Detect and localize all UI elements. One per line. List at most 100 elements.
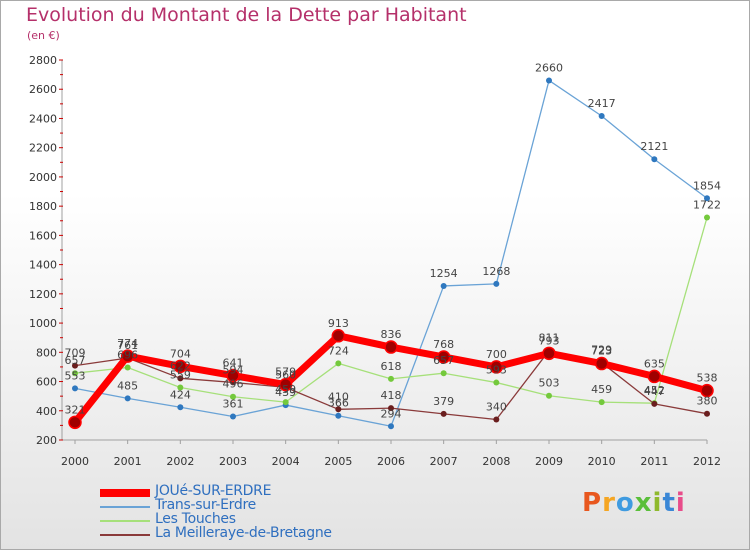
data-point bbox=[546, 392, 552, 399]
y-tick-label: 1800 bbox=[29, 200, 57, 213]
data-label: 594 bbox=[223, 363, 244, 376]
data-label: 321 bbox=[65, 403, 86, 416]
data-label: 635 bbox=[644, 357, 665, 370]
data-point bbox=[542, 346, 556, 361]
data-label: 579 bbox=[275, 366, 296, 379]
data-label: 2121 bbox=[640, 140, 668, 153]
logo-letter: o bbox=[615, 488, 635, 518]
data-label: 774 bbox=[117, 337, 138, 350]
data-label: 1722 bbox=[693, 199, 721, 212]
data-label: 553 bbox=[65, 369, 86, 382]
data-label: 1268 bbox=[482, 265, 510, 278]
logo-letter: P bbox=[582, 488, 603, 518]
data-point bbox=[700, 383, 714, 398]
data-label: 380 bbox=[697, 395, 718, 408]
data-point bbox=[68, 415, 82, 430]
data-point bbox=[177, 375, 184, 382]
data-point bbox=[704, 214, 710, 221]
x-tick-label: 2006 bbox=[377, 455, 405, 468]
chart-subtitle: (en €) bbox=[27, 29, 60, 42]
data-label: 2417 bbox=[588, 97, 616, 110]
data-point bbox=[72, 385, 78, 392]
logo-letter: i bbox=[675, 488, 686, 518]
data-point bbox=[177, 384, 184, 391]
data-label: 793 bbox=[539, 334, 560, 347]
x-tick-label: 2003 bbox=[219, 455, 247, 468]
legend-swatch bbox=[100, 534, 150, 536]
y-tick-label: 1200 bbox=[29, 288, 57, 301]
data-label: 2660 bbox=[535, 61, 563, 74]
data-point bbox=[440, 410, 447, 417]
data-point bbox=[278, 377, 293, 392]
logo-letter: x bbox=[634, 488, 653, 518]
y-tick-label: 1600 bbox=[29, 229, 57, 242]
data-point bbox=[651, 400, 658, 407]
logo-letter: i bbox=[652, 488, 663, 518]
data-label: 452 bbox=[644, 384, 665, 397]
data-point bbox=[440, 370, 447, 377]
data-label: 459 bbox=[275, 383, 296, 396]
data-point bbox=[440, 282, 447, 289]
data-label: 618 bbox=[381, 360, 402, 373]
data-label: 459 bbox=[591, 383, 612, 396]
data-label: 729 bbox=[591, 344, 612, 357]
data-point bbox=[436, 350, 451, 364]
data-label: 538 bbox=[697, 372, 718, 385]
data-point bbox=[230, 413, 236, 420]
data-point bbox=[226, 368, 240, 383]
data-label: 503 bbox=[539, 377, 560, 390]
legend-label: Les Touches bbox=[155, 511, 236, 527]
data-point bbox=[651, 156, 658, 163]
data-label: 704 bbox=[170, 347, 191, 360]
logo-letter: t bbox=[662, 488, 676, 518]
data-point bbox=[388, 405, 394, 412]
data-point bbox=[489, 360, 504, 374]
y-tick-label: 2000 bbox=[29, 171, 57, 184]
data-point bbox=[493, 416, 500, 423]
data-label: 593 bbox=[486, 364, 507, 377]
x-tick-label: 2008 bbox=[482, 455, 510, 468]
data-label: 913 bbox=[328, 317, 349, 330]
legend-swatch bbox=[100, 520, 150, 522]
data-point bbox=[173, 359, 188, 374]
y-tick-label: 800 bbox=[36, 346, 57, 359]
data-label: 366 bbox=[328, 397, 349, 410]
data-label: 811 bbox=[539, 332, 560, 345]
x-tick-label: 2010 bbox=[588, 455, 616, 468]
data-point bbox=[704, 410, 710, 417]
data-point bbox=[331, 329, 346, 343]
data-label: 700 bbox=[486, 348, 507, 361]
x-tick-label: 2004 bbox=[272, 455, 300, 468]
data-point bbox=[177, 404, 184, 411]
data-label: 836 bbox=[381, 328, 402, 341]
data-label: 709 bbox=[65, 347, 86, 360]
data-point bbox=[598, 112, 605, 119]
legend-label: La Meilleraye-de-Bretagne bbox=[155, 525, 332, 541]
data-label: 560 bbox=[275, 368, 296, 381]
legend-swatch bbox=[100, 489, 150, 497]
data-point bbox=[388, 423, 394, 430]
y-tick-label: 400 bbox=[36, 405, 57, 418]
data-point bbox=[335, 412, 342, 419]
data-point bbox=[282, 399, 289, 406]
y-tick-label: 2400 bbox=[29, 112, 57, 125]
data-label: 559 bbox=[170, 369, 191, 382]
y-tick-label: 2600 bbox=[29, 83, 57, 96]
data-label: 641 bbox=[223, 357, 244, 370]
chart-title: Evolution du Montant de la Dette par Hab… bbox=[26, 4, 467, 26]
data-point bbox=[647, 369, 662, 384]
data-point bbox=[335, 406, 342, 413]
data-label: 439 bbox=[275, 386, 296, 399]
x-tick-label: 2005 bbox=[324, 455, 352, 468]
data-label: 447 bbox=[644, 385, 665, 398]
legend-swatch bbox=[100, 506, 150, 508]
data-label: 724 bbox=[328, 344, 349, 357]
proxiti-logo: Proxiti bbox=[582, 488, 686, 518]
data-point bbox=[493, 280, 500, 287]
logo-letter: r bbox=[602, 488, 616, 518]
data-point bbox=[72, 370, 78, 377]
y-tick-label: 2200 bbox=[29, 142, 57, 155]
data-label: 496 bbox=[223, 378, 244, 391]
x-tick-label: 2000 bbox=[61, 455, 89, 468]
data-label: 622 bbox=[170, 359, 191, 372]
